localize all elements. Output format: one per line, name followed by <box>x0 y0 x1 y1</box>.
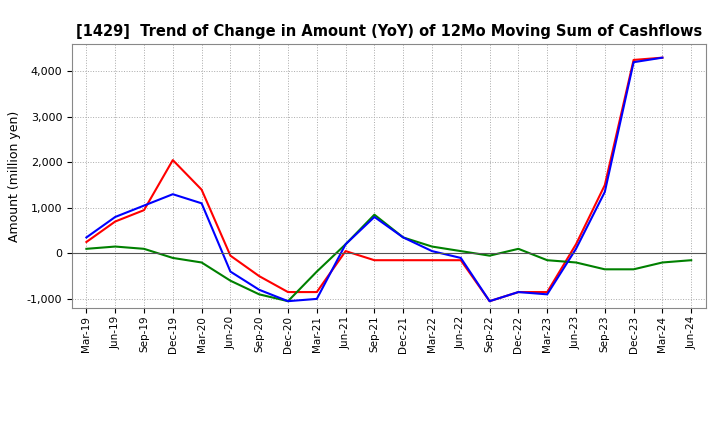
Operating Cashflow <box>197 187 206 192</box>
Operating Cashflow <box>485 298 494 304</box>
Investing Cashflow <box>168 255 177 260</box>
Free Cashflow <box>370 214 379 220</box>
Free Cashflow <box>658 55 667 60</box>
Operating Cashflow <box>111 219 120 224</box>
Operating Cashflow <box>140 208 148 213</box>
Investing Cashflow <box>111 244 120 249</box>
Investing Cashflow <box>629 267 638 272</box>
Line: Operating Cashflow: Operating Cashflow <box>86 58 662 301</box>
Free Cashflow <box>543 292 552 297</box>
Investing Cashflow <box>485 253 494 258</box>
Free Cashflow <box>312 296 321 301</box>
Investing Cashflow <box>543 257 552 263</box>
Operating Cashflow <box>255 274 264 279</box>
Free Cashflow <box>197 201 206 206</box>
Free Cashflow <box>399 235 408 240</box>
Free Cashflow <box>111 214 120 220</box>
Free Cashflow <box>485 298 494 304</box>
Operating Cashflow <box>399 257 408 263</box>
Operating Cashflow <box>428 257 436 263</box>
Operating Cashflow <box>284 290 292 295</box>
Free Cashflow <box>456 255 465 260</box>
Operating Cashflow <box>312 290 321 295</box>
Free Cashflow <box>341 242 350 247</box>
Investing Cashflow <box>370 212 379 217</box>
Investing Cashflow <box>600 267 609 272</box>
Investing Cashflow <box>140 246 148 252</box>
Investing Cashflow <box>572 260 580 265</box>
Investing Cashflow <box>284 298 292 304</box>
Line: Investing Cashflow: Investing Cashflow <box>86 215 691 301</box>
Operating Cashflow <box>514 290 523 295</box>
Free Cashflow <box>428 249 436 254</box>
Free Cashflow <box>284 298 292 304</box>
Free Cashflow <box>572 246 580 252</box>
Investing Cashflow <box>514 246 523 252</box>
Free Cashflow <box>82 235 91 240</box>
Investing Cashflow <box>226 278 235 283</box>
Investing Cashflow <box>255 292 264 297</box>
Free Cashflow <box>255 287 264 293</box>
Operating Cashflow <box>600 183 609 188</box>
Operating Cashflow <box>572 242 580 247</box>
Free Cashflow <box>629 59 638 65</box>
Operating Cashflow <box>82 239 91 245</box>
Investing Cashflow <box>687 257 696 263</box>
Investing Cashflow <box>197 260 206 265</box>
Operating Cashflow <box>370 257 379 263</box>
Investing Cashflow <box>428 244 436 249</box>
Investing Cashflow <box>399 235 408 240</box>
Operating Cashflow <box>629 57 638 62</box>
Operating Cashflow <box>168 158 177 163</box>
Operating Cashflow <box>456 257 465 263</box>
Free Cashflow <box>600 189 609 194</box>
Operating Cashflow <box>658 55 667 60</box>
Investing Cashflow <box>341 242 350 247</box>
Title: [1429]  Trend of Change in Amount (YoY) of 12Mo Moving Sum of Cashflows: [1429] Trend of Change in Amount (YoY) o… <box>76 24 702 39</box>
Investing Cashflow <box>82 246 91 252</box>
Operating Cashflow <box>543 290 552 295</box>
Investing Cashflow <box>312 269 321 274</box>
Operating Cashflow <box>226 253 235 258</box>
Free Cashflow <box>514 290 523 295</box>
Y-axis label: Amount (million yen): Amount (million yen) <box>8 110 21 242</box>
Free Cashflow <box>168 191 177 197</box>
Free Cashflow <box>140 203 148 208</box>
Line: Free Cashflow: Free Cashflow <box>86 58 662 301</box>
Investing Cashflow <box>456 249 465 254</box>
Operating Cashflow <box>341 249 350 254</box>
Free Cashflow <box>226 269 235 274</box>
Investing Cashflow <box>658 260 667 265</box>
